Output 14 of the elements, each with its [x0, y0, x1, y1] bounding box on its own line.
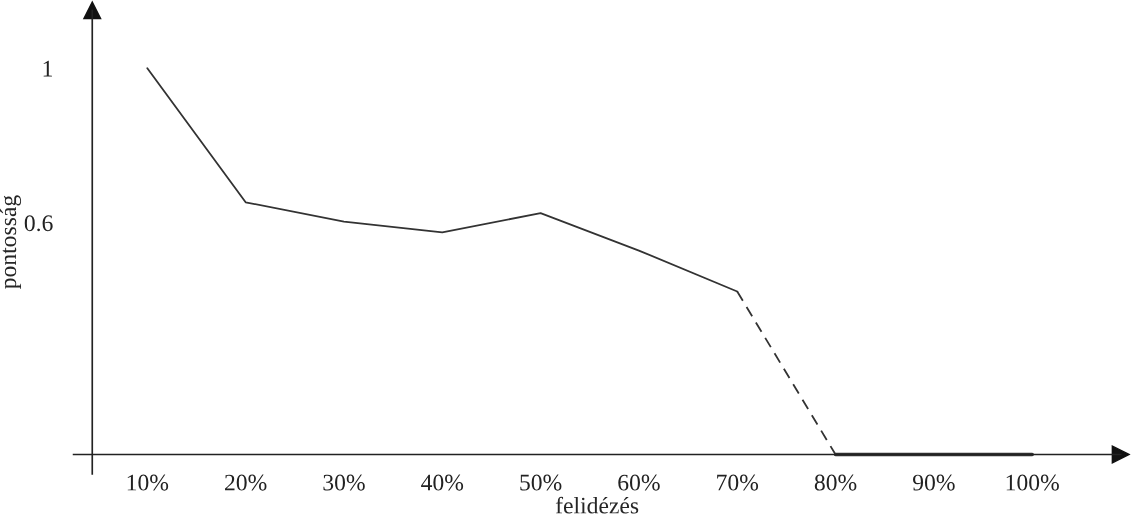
x-tick-label: 70%	[717, 474, 759, 491]
x-tick-label: 100%	[1006, 474, 1059, 491]
x-tick-label: 90%	[912, 474, 955, 491]
x-tick-label: 30%	[323, 474, 365, 491]
x-tick-label: 20%	[225, 474, 267, 491]
x-tick-label: 80%	[814, 474, 857, 491]
x-axis-title: felidézés	[555, 496, 639, 514]
x-tick-label: 10%	[127, 474, 169, 491]
x-tick-label: 60%	[618, 474, 660, 491]
x-tick-label: 50%	[520, 474, 562, 491]
y-tick-label: 0.6	[24, 215, 53, 232]
y-tick-label: 1	[43, 60, 52, 77]
y-axis-title: pontosság	[0, 195, 22, 289]
x-tick-label: 40%	[421, 474, 464, 491]
